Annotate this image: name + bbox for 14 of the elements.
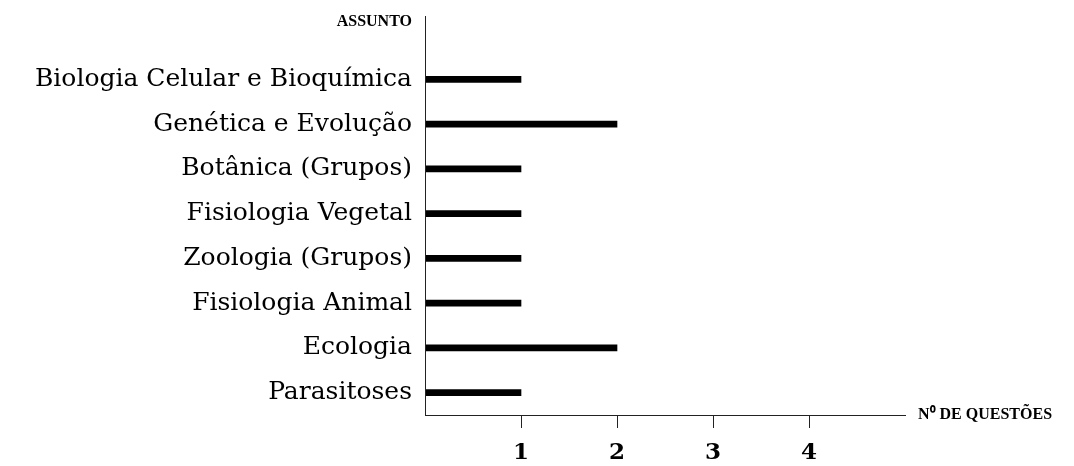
- y-tick-label: Fisiologia Animal: [192, 286, 412, 316]
- y-tick-label: Parasitoses: [268, 376, 412, 406]
- y-axis-title: ASSUNTO: [336, 12, 412, 30]
- x-axis-title: N⁰ DE QUESTÕES: [918, 403, 1053, 423]
- y-tick-label: Zoologia (Grupos): [183, 241, 412, 271]
- x-tick-label: 1: [512, 436, 530, 464]
- y-tick-label: Biologia Celular e Bioquímica: [34, 62, 413, 92]
- y-tick-label: Botânica (Grupos): [181, 152, 412, 182]
- x-tick-label: 4: [800, 436, 818, 464]
- y-tick-label: Fisiologia Vegetal: [186, 197, 412, 227]
- y-tick-label: Genética e Evolução: [153, 107, 412, 137]
- x-tick-label: 2: [608, 436, 626, 464]
- y-tick-label: Ecologia: [302, 331, 413, 361]
- x-tick-label: 3: [704, 436, 722, 464]
